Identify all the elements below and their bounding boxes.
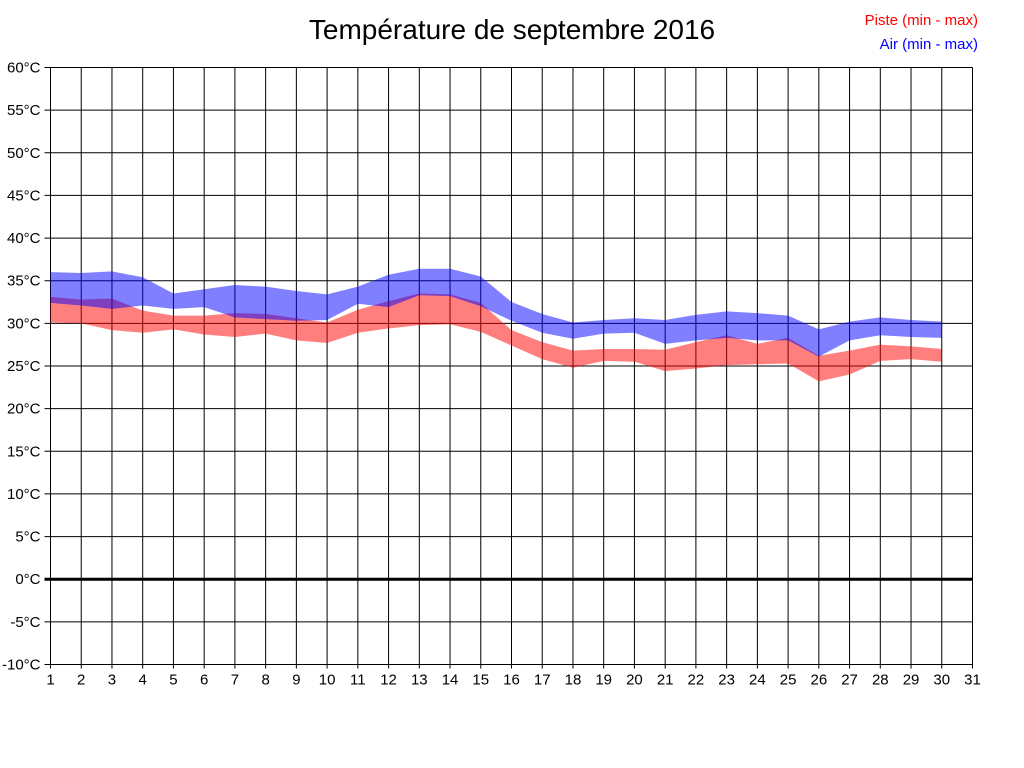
x-tick-label: 6: [200, 672, 208, 689]
y-tick-label: 0°C: [15, 571, 40, 588]
legend-item-air: Air (min - max): [879, 36, 978, 53]
y-tick-label: 40°C: [7, 230, 41, 247]
y-tick-label: 30°C: [7, 315, 41, 332]
chart-title: Température de septembre 2016: [308, 14, 716, 45]
y-tick-label: 15°C: [7, 443, 41, 460]
y-tick-label: 55°C: [7, 102, 41, 119]
x-tick-label: 19: [595, 672, 612, 689]
x-tick-label: 12: [380, 672, 397, 689]
x-tick-label: 2: [77, 672, 85, 689]
x-tick-label: 30: [933, 672, 950, 689]
x-tick-label: 24: [749, 672, 766, 689]
x-tick-label: 14: [442, 672, 459, 689]
x-tick-label: 7: [231, 672, 239, 689]
x-tick-label: 26: [810, 672, 827, 689]
x-tick-label: 11: [350, 672, 366, 689]
x-tick-label: 13: [411, 672, 428, 689]
y-tick-label: -10°C: [2, 657, 41, 674]
y-tick-label: 35°C: [7, 273, 41, 290]
x-tick-label: 22: [688, 672, 705, 689]
x-tick-label: 5: [169, 672, 177, 689]
x-tick-label: 27: [841, 672, 858, 689]
y-tick-label: 5°C: [15, 529, 40, 546]
y-tick-label: 20°C: [7, 401, 41, 418]
y-tick-label: 60°C: [7, 60, 41, 77]
y-tick-label: -5°C: [10, 614, 40, 631]
x-tick-label: 16: [503, 672, 520, 689]
x-tick-label: 1: [46, 672, 54, 689]
x-tick-label: 3: [108, 672, 116, 689]
x-tick-label: 31: [964, 672, 981, 689]
y-tick-label: 10°C: [7, 486, 41, 503]
y-tick-label: 50°C: [7, 145, 41, 162]
air-band: [50, 268, 942, 357]
x-tick-label: 29: [903, 672, 920, 689]
x-tick-label: 8: [261, 672, 269, 689]
x-tick-label: 10: [319, 672, 336, 689]
y-tick-label: 25°C: [7, 358, 41, 375]
x-tick-label: 18: [565, 672, 582, 689]
x-tick-label: 9: [292, 672, 300, 689]
x-tick-label: 21: [657, 672, 674, 689]
x-tick-label: 23: [718, 672, 735, 689]
x-tick-label: 25: [780, 672, 797, 689]
x-tick-label: 15: [472, 672, 489, 689]
x-tick-label: 4: [139, 672, 147, 689]
y-tick-label: 45°C: [7, 187, 41, 204]
x-tick-label: 28: [872, 672, 889, 689]
legend-item-piste: Piste (min - max): [864, 12, 978, 29]
x-tick-label: 17: [534, 672, 551, 689]
x-tick-label: 20: [626, 672, 643, 689]
legend: Piste (min - max) Air (min - max): [865, 9, 978, 57]
